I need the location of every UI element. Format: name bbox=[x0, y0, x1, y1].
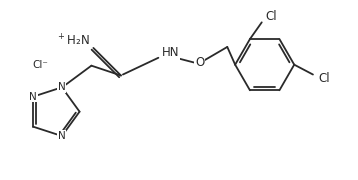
Text: $^+$H₂N: $^+$H₂N bbox=[56, 33, 90, 49]
Text: N: N bbox=[58, 131, 66, 141]
Text: Cl: Cl bbox=[319, 72, 330, 85]
Text: Cl⁻: Cl⁻ bbox=[32, 60, 48, 70]
Text: N: N bbox=[58, 82, 66, 92]
Text: O: O bbox=[195, 56, 204, 69]
Text: N: N bbox=[29, 92, 37, 102]
Text: HN: HN bbox=[162, 46, 180, 59]
Text: Cl: Cl bbox=[266, 10, 277, 23]
